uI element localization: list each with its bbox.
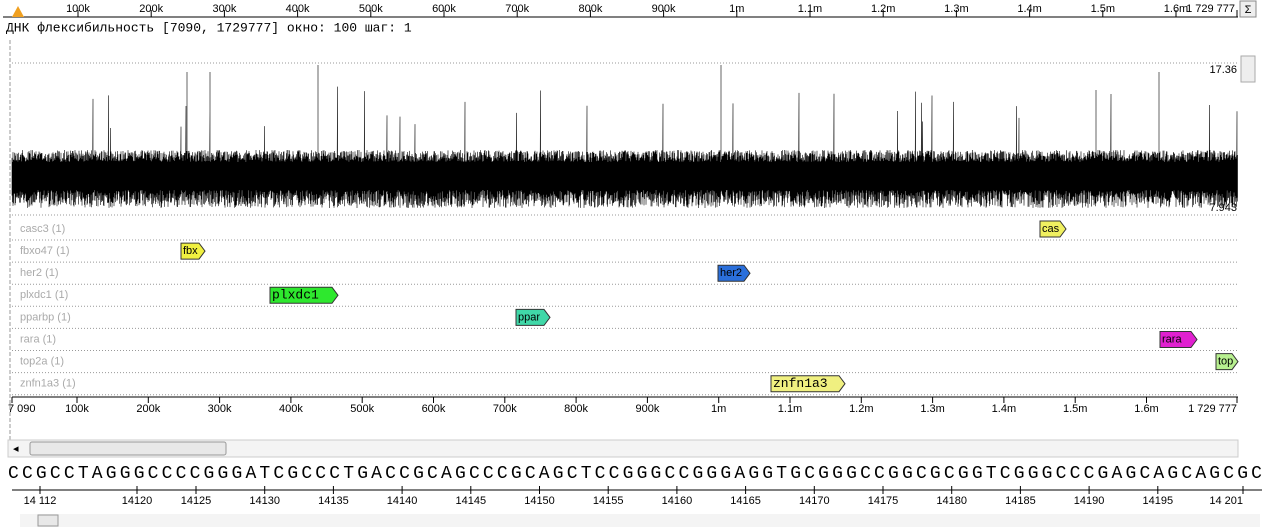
ruler-label: 1m (711, 403, 726, 415)
gene-arrow[interactable] (1159, 331, 1198, 348)
ruler-label: 1 729 777 (1186, 3, 1235, 15)
ruler-label: 1.2m (871, 3, 895, 15)
ruler-label: 1.6m (1134, 403, 1158, 415)
min-label: 7.943 (1209, 202, 1237, 214)
ruler-label: 200k (136, 403, 160, 415)
ruler-label: 500k (350, 403, 374, 415)
track-label: rara (1) (20, 333, 56, 345)
ruler-label: 800k (578, 3, 602, 15)
track-label: plxdc1 (1) (20, 289, 68, 301)
ruler-label: 600k (432, 3, 456, 15)
seq-label: 14185 (1005, 495, 1036, 507)
ruler-label: 1.3m (920, 403, 944, 415)
track-label: fbxo47 (1) (20, 245, 70, 257)
gene-arrow[interactable] (515, 308, 551, 326)
seq-label: 14195 (1143, 495, 1174, 507)
gene-arrow[interactable] (717, 264, 751, 282)
ruler-label: 500k (359, 3, 383, 15)
ruler-label: 600k (422, 403, 446, 415)
seq-label: 14165 (730, 495, 761, 507)
seq-label: 14140 (387, 495, 418, 507)
seq-label: 14125 (181, 495, 212, 507)
gene-label[interactable]: fbx (183, 245, 198, 257)
ruler-label: 400k (286, 3, 310, 15)
seq-label: 14 112 (24, 495, 57, 507)
seq-label: 14190 (1074, 495, 1105, 507)
ruler-label: 800k (564, 403, 588, 415)
ruler-label: 1.2m (849, 403, 873, 415)
ruler-label: 100k (65, 403, 89, 415)
track-label: znfn1a3 (1) (20, 378, 76, 390)
ruler-label: 7 090 (8, 403, 36, 415)
marker (12, 6, 24, 17)
gene-arrow[interactable] (1215, 353, 1239, 371)
gene-arrow[interactable] (1039, 220, 1067, 238)
v-scroll-thumb[interactable] (1240, 55, 1256, 83)
gene-label[interactable]: top (1218, 356, 1233, 368)
gene-label[interactable]: cas (1042, 223, 1060, 235)
track-title: ДНК флексибильность [7090, 1729777] окно… (6, 20, 412, 35)
seq-label: 14170 (799, 495, 830, 507)
track-label: her2 (1) (20, 267, 59, 279)
sum-button[interactable] (1239, 0, 1257, 18)
track-label: top2a (1) (20, 356, 64, 368)
seq-scroll-thumb[interactable] (37, 514, 59, 527)
seq-label: 14155 (593, 495, 624, 507)
track-label: casc3 (1) (20, 223, 65, 235)
gene-arrow[interactable] (770, 375, 846, 393)
ruler-label: 900k (635, 403, 659, 415)
gene-label[interactable]: rara (1162, 333, 1182, 345)
ruler-label: 700k (505, 3, 529, 15)
ruler-label: 1.5m (1091, 3, 1115, 15)
gene-label[interactable]: plxdc1 (272, 288, 319, 303)
ruler-label: 100k (66, 3, 90, 15)
ruler-label: 300k (212, 3, 236, 15)
ruler-label: 1.1m (778, 403, 802, 415)
ruler-label: 1 729 777 (1188, 403, 1237, 415)
ruler-label: 1.4m (1017, 3, 1041, 15)
ruler-label: 1m (729, 3, 744, 15)
gene-arrow[interactable] (180, 242, 206, 260)
seq-label: 14160 (662, 495, 693, 507)
track-label: pparbp (1) (20, 311, 71, 323)
gene-label[interactable]: ppar (518, 311, 540, 323)
max-label: 17.36 (1209, 64, 1237, 76)
seq-scrollbar[interactable] (20, 514, 1260, 527)
seq-label: 14150 (524, 495, 555, 507)
seq-label: 14120 (122, 495, 153, 507)
ruler-label: 200k (139, 3, 163, 15)
seq-label: 14145 (456, 495, 487, 507)
h-scroll-thumb[interactable] (29, 441, 227, 456)
seq-label: 14180 (936, 495, 967, 507)
gene-label[interactable]: znfn1a3 (773, 376, 828, 391)
signal-trace (11, 65, 1238, 208)
gene-label[interactable]: her2 (720, 267, 742, 279)
ruler-label: 300k (208, 403, 232, 415)
ruler-label: 1.3m (944, 3, 968, 15)
seq-label: 14130 (249, 495, 280, 507)
ruler-label: 1.4m (992, 403, 1016, 415)
ruler-label: 900k (652, 3, 676, 15)
seq-label: 14 201 (1209, 495, 1243, 507)
gene-arrow[interactable] (269, 286, 339, 304)
ruler-label: 1.6m (1164, 3, 1188, 15)
sum-button-label[interactable]: Σ (1245, 4, 1252, 16)
seq-label: 14135 (318, 495, 349, 507)
seq-label: 14175 (868, 495, 899, 507)
h-scrollbar[interactable] (7, 439, 1239, 458)
scroll-left[interactable]: ◂ (13, 443, 19, 455)
ruler-label: 700k (493, 403, 517, 415)
ruler-label: 1.5m (1063, 403, 1087, 415)
ruler-label: 1.1m (798, 3, 822, 15)
ruler-label: 400k (279, 403, 303, 415)
